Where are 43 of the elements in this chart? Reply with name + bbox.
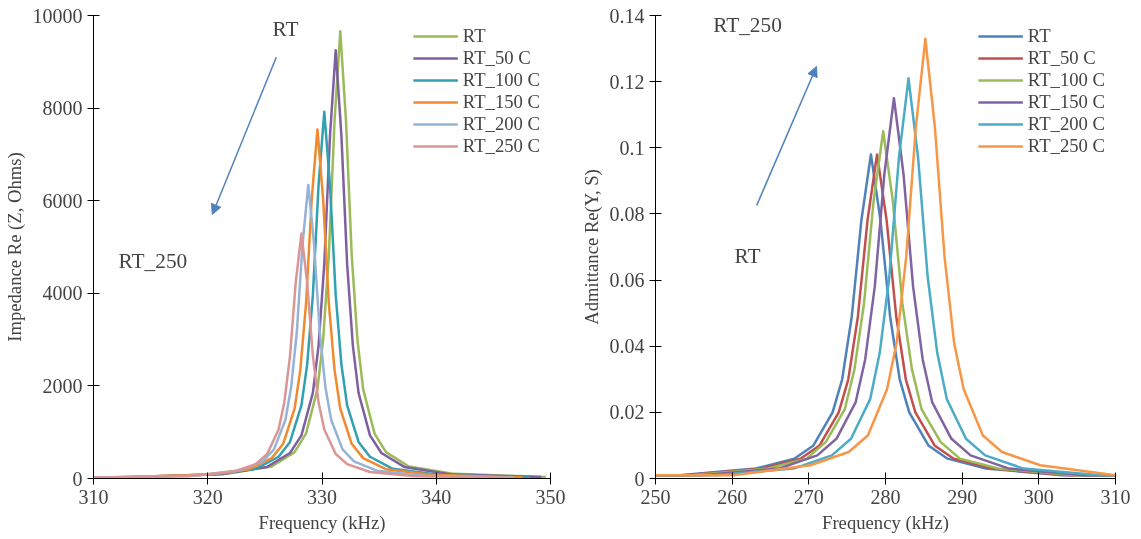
- legend-label: RT: [462, 25, 486, 47]
- y-tick-label: 4000: [42, 282, 83, 305]
- legend-label: RT_150 C: [1027, 91, 1105, 113]
- legend-label: RT_150 C: [462, 91, 540, 113]
- y-tick-label: 0.08: [609, 202, 645, 225]
- y-tick-label: 0.02: [609, 401, 645, 424]
- y-tick-label: 8000: [42, 97, 83, 120]
- annotation: RT: [734, 244, 761, 269]
- y-tick-label: 0.12: [609, 70, 645, 93]
- legend-label: RT_50 C: [462, 47, 531, 69]
- x-tick-label: 290: [947, 485, 978, 508]
- y-axis-title: Impedance Re (Z, Ohms): [3, 152, 26, 342]
- annotation: RT: [272, 17, 299, 42]
- legend-label: RT_50 C: [1027, 47, 1096, 69]
- x-tick-label: 330: [307, 485, 337, 508]
- legend-label: RT_200 C: [462, 113, 540, 135]
- x-axis-title: Frequency (kHz): [258, 511, 386, 534]
- x-tick-label: 280: [870, 485, 901, 508]
- x-tick-label: 310: [1100, 485, 1131, 508]
- x-tick-label: 260: [717, 485, 748, 508]
- x-tick-label: 350: [535, 485, 566, 508]
- legend-label: RT_250 C: [462, 135, 540, 157]
- x-tick-label: 270: [793, 485, 824, 508]
- legend-label: RT_250 C: [1027, 135, 1105, 157]
- y-tick-label: 0.04: [609, 335, 645, 358]
- annotation: RT_250: [118, 248, 188, 273]
- legend-label: RT_100 C: [462, 69, 540, 91]
- annotation: RT_250: [713, 12, 782, 37]
- x-tick-label: 320: [192, 485, 223, 508]
- legend-label: RT_100 C: [1027, 69, 1105, 91]
- y-tick-label: 0.06: [609, 269, 645, 292]
- x-tick-label: 300: [1023, 485, 1054, 508]
- y-tick-label: 10000: [32, 4, 83, 27]
- y-tick-label: 6000: [42, 189, 83, 212]
- legend-label: RT_200 C: [1027, 113, 1105, 135]
- line-series: [93, 232, 509, 479]
- y-tick-label: 0.14: [609, 4, 645, 27]
- x-tick-label: 340: [421, 485, 452, 508]
- legend-label: RT: [1027, 25, 1051, 47]
- y-axis-title: Admittance Re(Y, S): [580, 169, 603, 325]
- x-axis-title: Frequency (kHz): [822, 511, 949, 534]
- y-tick-label: 2000: [42, 374, 83, 397]
- y-tick-label: 0.1: [619, 136, 645, 159]
